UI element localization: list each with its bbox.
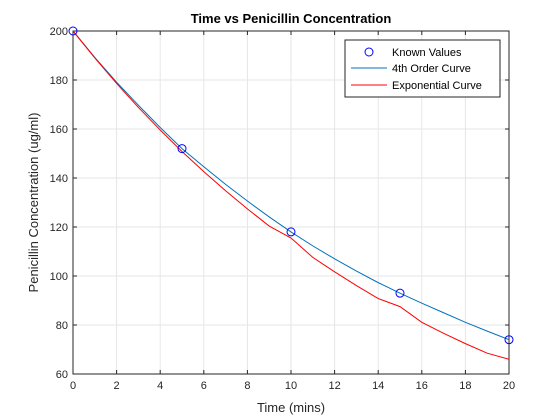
y-tick-label: 140 [50, 173, 68, 185]
series-line-exponential-curve [72, 30, 510, 360]
known-values-markers [68, 26, 514, 345]
x-tick-label: 14 [372, 380, 384, 392]
series-layer [72, 30, 510, 360]
y-tick-label: 160 [50, 124, 68, 136]
legend: Known Values 4th Order Curve Exponential… [344, 39, 501, 98]
known-value-point [504, 335, 514, 345]
y-tick-label: 120 [50, 222, 68, 234]
x-tick-label: 8 [244, 380, 250, 392]
y-tick-label: 80 [56, 320, 68, 332]
chart-title: Time vs Penicillin Concentration [191, 11, 392, 26]
legend-label-known-values: Known Values [392, 47, 462, 59]
x-tick-label: 6 [201, 380, 207, 392]
x-tick-label: 20 [503, 380, 515, 392]
x-tick-label: 16 [416, 380, 428, 392]
series-line-4th-order-curve [72, 30, 510, 341]
axis-ticks: 0 2 4 6 8 10 12 14 16 18 20 60 80 100 120 140 160 180 200 [50, 26, 515, 392]
y-tick-label: 60 [56, 369, 68, 381]
known-value-point [177, 144, 187, 154]
known-value-point [68, 26, 78, 36]
known-value-point [395, 288, 405, 298]
legend-label-4th-order: 4th Order Curve [392, 63, 471, 75]
x-tick-label: 18 [459, 380, 471, 392]
y-tick-label: 200 [50, 26, 68, 38]
legend-label-exponential: Exponential Curve [392, 80, 482, 92]
x-tick-label: 2 [114, 380, 120, 392]
y-axis-label: Penicillin Concentration (ug/ml) [26, 113, 41, 293]
x-tick-label: 0 [70, 380, 76, 392]
x-axis-label: Time (mins) [257, 400, 325, 415]
known-value-point [286, 227, 296, 237]
y-tick-label: 100 [50, 271, 68, 283]
x-tick-label: 12 [328, 380, 340, 392]
x-tick-label: 4 [157, 380, 163, 392]
x-tick-label: 10 [285, 380, 297, 392]
y-tick-label: 180 [50, 75, 68, 87]
legend-marker-known-values [364, 47, 374, 57]
